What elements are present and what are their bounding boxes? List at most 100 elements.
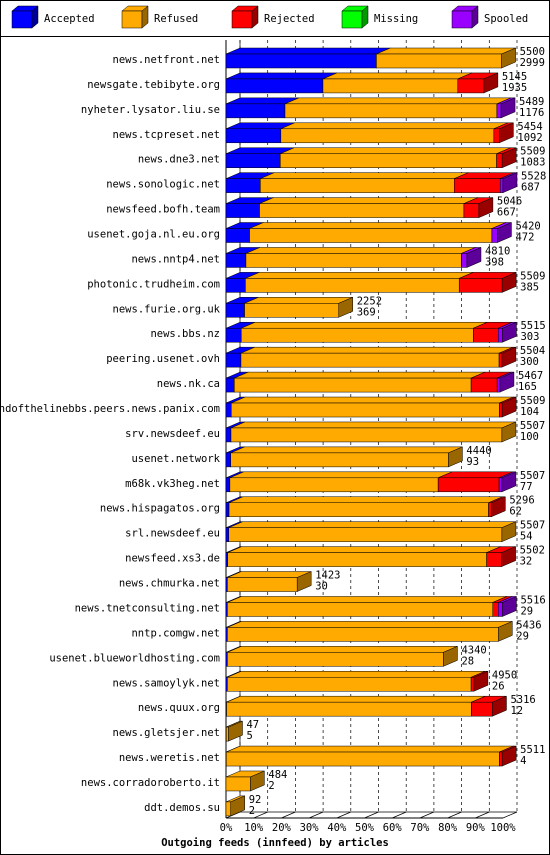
bar-segment [461,247,482,268]
bar-front [499,402,503,418]
x-tick-label: 30% [300,822,320,834]
bar-side [228,720,243,742]
bar-front [225,327,242,343]
bar-top [234,371,486,379]
bar-side [499,371,515,393]
tick-mark [253,811,268,819]
bar-front [225,228,250,243]
bar-top [227,546,501,553]
bar-front [284,103,498,119]
bar-front [471,701,493,717]
offered-label: 5296 [509,495,534,507]
bar-top [241,321,488,329]
bar-segment [499,172,518,194]
accepted-label: 4 [520,755,526,767]
bar-top [245,272,474,279]
bar-front [228,527,503,542]
accepted-label: 398 [485,256,504,268]
bar-front [493,128,500,144]
bar-front [496,377,501,393]
x-tick-label: 60% [383,822,403,834]
bar-top [231,396,514,404]
bar-side [338,296,353,318]
category-label: news.bbs.nz [150,328,220,340]
bar-side [502,172,518,194]
offered-label: 4340 [461,644,486,656]
bar-side [466,247,482,268]
legend-label: Accepted [44,13,95,25]
bar-side [501,271,517,293]
legend-side [141,5,149,29]
bar-front [245,253,462,268]
bar-segment [322,72,473,94]
offered-label: 92 [249,794,262,806]
bar-front [249,228,493,243]
bar-front [227,652,444,667]
bar-segment [463,197,494,218]
bar-side [296,571,312,592]
bar-segment [227,670,486,692]
bar-segment [493,122,514,144]
category-label: m68k.vk3heg.net [125,478,220,490]
bar-segment [227,596,508,617]
bar-segment [499,396,517,418]
bar-front [227,627,499,642]
legend-label: Rejected [264,13,315,25]
offered-label: 5454 [517,121,542,133]
accepted-label: 12 [510,705,523,717]
category-label: newsgate.tebibyte.org [87,79,220,91]
offered-label: 5507 [520,520,545,532]
bar-front [244,303,339,318]
bar-front [225,78,324,94]
bar-top [227,571,312,578]
bar-front [225,53,377,69]
bar-front [245,278,460,293]
bar-top [322,72,472,80]
bar-segment [376,47,516,69]
accepted-label: 1935 [502,82,527,94]
category-label: news.furie.org.uk [113,303,221,315]
accepted-label: 104 [520,406,539,418]
bar-top [227,596,507,603]
offered-label: 5528 [521,171,546,183]
accepted-label: 26 [492,680,505,692]
tick-mark [281,811,296,819]
accepted-label: 2999 [520,57,545,69]
accepted-label: 100 [520,431,539,443]
bar-side [501,521,517,543]
bar-top [284,97,512,105]
category-label: nntp.comgw.net [131,627,220,639]
bar-side [501,546,516,567]
bar-top [226,745,514,753]
bar-front [231,402,500,418]
bar-front [225,527,230,542]
bar-front [225,178,261,193]
bar-front [461,253,468,268]
bar-segment [225,770,265,792]
bar-segment [234,371,486,393]
bar-side [499,122,514,144]
tick-mark [419,811,435,819]
category-label: ddt.demos.su [144,802,220,814]
bar-segment [458,271,517,293]
category-label: news.tcpreset.net [113,129,220,141]
offered-label: 5316 [510,694,535,706]
offered-label: 5145 [502,71,527,83]
accepted-label: 93 [466,456,479,468]
offered-label: 5436 [516,619,541,631]
category-label: news.hispagatos.org [100,503,220,515]
bar-front [225,402,232,418]
legend-front [231,10,253,29]
offered-label: 1423 [315,570,340,582]
accepted-label: 1092 [517,132,542,144]
bar-front [227,577,298,592]
bar-top [229,471,453,479]
bar-segment [457,72,499,94]
offered-label: 47 [246,719,259,731]
bar-side [501,745,517,767]
bar-side [491,496,506,518]
bar-segment [496,371,515,393]
offered-label: 484 [268,769,287,781]
bar-segment [499,745,517,767]
